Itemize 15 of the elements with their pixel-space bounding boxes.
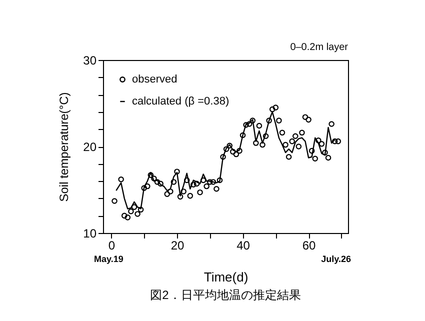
x-tick-label: 20 [170,238,184,252]
y-tick-label: 30 [83,54,97,68]
text: July.26 [321,254,351,264]
x-tick-label: 60 [302,238,316,252]
x-tick-label: 40 [236,238,250,252]
x-axis-title: Time(d) [204,270,248,284]
y-tick-label: 10 [83,226,97,240]
text: May.19 [94,254,124,264]
legend-label: calculated (β =0.38) [132,96,230,108]
x-tick-label: 0 [108,238,116,252]
legend-label: observed [132,74,178,86]
y-tick-label: 20 [83,140,97,154]
text: 0–0.2m layer [290,42,349,53]
text: 図2．日平均地温の推定結果 [150,288,301,302]
y-axis-title: Soil temperature(°C) [57,92,72,202]
